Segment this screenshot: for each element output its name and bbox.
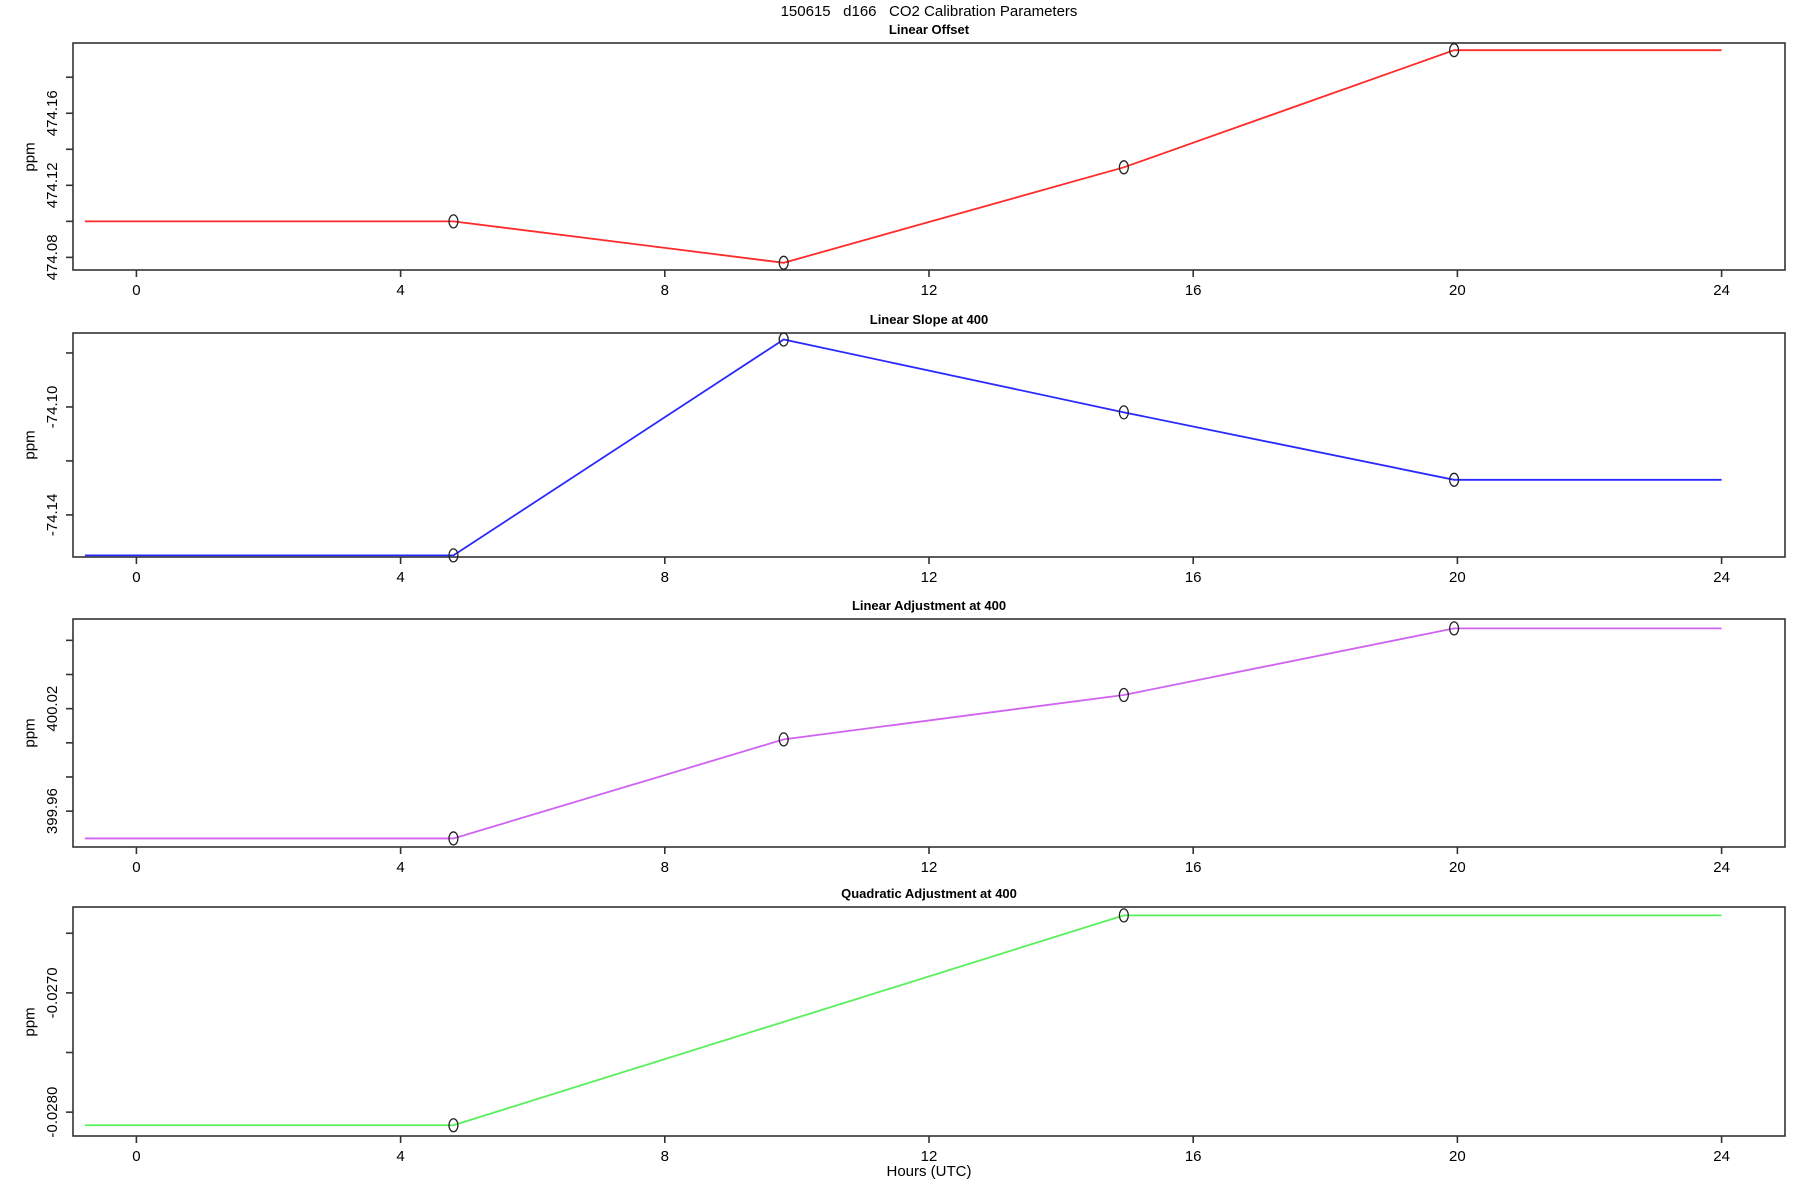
series-line [84, 338, 1722, 557]
x-axis-tick-label: 0 [132, 569, 140, 586]
data-point-marker [1448, 472, 1460, 487]
x-axis-tick-label: 16 [1185, 569, 1202, 586]
panel-title-linear-adjustment: Linear Adjustment at 400 [851, 598, 1007, 613]
x-axis-tick-label: 20 [1449, 1148, 1466, 1165]
x-axis-tick-label: 8 [661, 569, 669, 586]
x-axis-label: Hours (UTC) [886, 1163, 972, 1180]
x-axis-tick-label: 8 [661, 282, 669, 299]
x-axis-tick-label: 4 [396, 859, 404, 876]
y-axis-tick-label: 474.12 [44, 162, 61, 208]
y-axis-tick-label: -0.0280 [44, 1087, 61, 1138]
y-axis-tick-label: -74.14 [44, 494, 61, 537]
y-axis-tick-label: 399.96 [44, 788, 61, 834]
x-axis-tick-label: 4 [396, 282, 404, 299]
data-point-marker [448, 1118, 459, 1133]
x-axis-tick-label: 24 [1713, 569, 1730, 586]
data-point-marker [448, 214, 459, 229]
y-axis-tick-label: 474.08 [44, 234, 61, 280]
x-axis-tick-label: 4 [396, 569, 404, 586]
plot-box [72, 906, 1786, 1137]
series-line [84, 49, 1722, 264]
data-point-marker [778, 332, 789, 347]
y-axis-tick-label: 474.16 [44, 90, 61, 136]
y-axis-tick-label: -0.0270 [44, 967, 61, 1018]
plot-box [72, 618, 1786, 848]
y-axis-tick-label: -74.10 [44, 386, 61, 429]
x-axis-tick-label: 0 [132, 282, 140, 299]
x-axis-tick-label: 24 [1713, 282, 1730, 299]
y-axis-tick-label: 400.02 [44, 686, 61, 732]
plot-box [72, 332, 1786, 558]
x-axis-tick-label: 16 [1185, 859, 1202, 876]
x-axis-tick-label: 20 [1449, 569, 1466, 586]
x-axis-tick-label: 16 [1185, 282, 1202, 299]
data-point-marker [1448, 621, 1460, 636]
data-point-marker [1118, 687, 1129, 703]
x-axis-tick-label: 0 [132, 859, 140, 876]
data-point-marker [1448, 43, 1460, 58]
x-axis-tick-label: 4 [396, 1148, 404, 1165]
data-point-marker [1118, 908, 1129, 923]
series-line [84, 627, 1722, 840]
plot-box [72, 42, 1786, 271]
x-axis-tick-label: 12 [921, 569, 938, 586]
panel-title-linear-offset: Linear Offset [888, 22, 970, 37]
data-point-marker [448, 831, 459, 846]
x-axis-tick-label: 12 [921, 859, 938, 876]
x-axis-tick-label: 20 [1449, 859, 1466, 876]
panel-title-linear-slope: Linear Slope at 400 [869, 312, 989, 327]
x-axis-tick-label: 20 [1449, 282, 1466, 299]
data-point-marker [778, 732, 789, 747]
x-axis-tick-label: 24 [1713, 859, 1730, 876]
x-axis-tick-label: 0 [132, 1148, 140, 1165]
x-axis-tick-label: 8 [661, 1148, 669, 1165]
data-point-marker [448, 548, 459, 563]
x-axis-tick-label: 12 [921, 1148, 938, 1165]
data-point-marker [1118, 405, 1129, 420]
x-axis-tick-label: 12 [921, 282, 938, 299]
data-point-marker [1118, 160, 1129, 175]
figure-title: 150615 d166 CO2 Calibration Parameters [780, 3, 1078, 20]
series-line [84, 914, 1722, 1127]
panel-title-quadratic-adjustment: Quadratic Adjustment at 400 [841, 886, 1017, 901]
x-axis-tick-label: 16 [1185, 1148, 1202, 1165]
x-axis-tick-label: 8 [661, 859, 669, 876]
x-axis-tick-label: 24 [1713, 1148, 1730, 1165]
data-point-marker [778, 255, 789, 270]
